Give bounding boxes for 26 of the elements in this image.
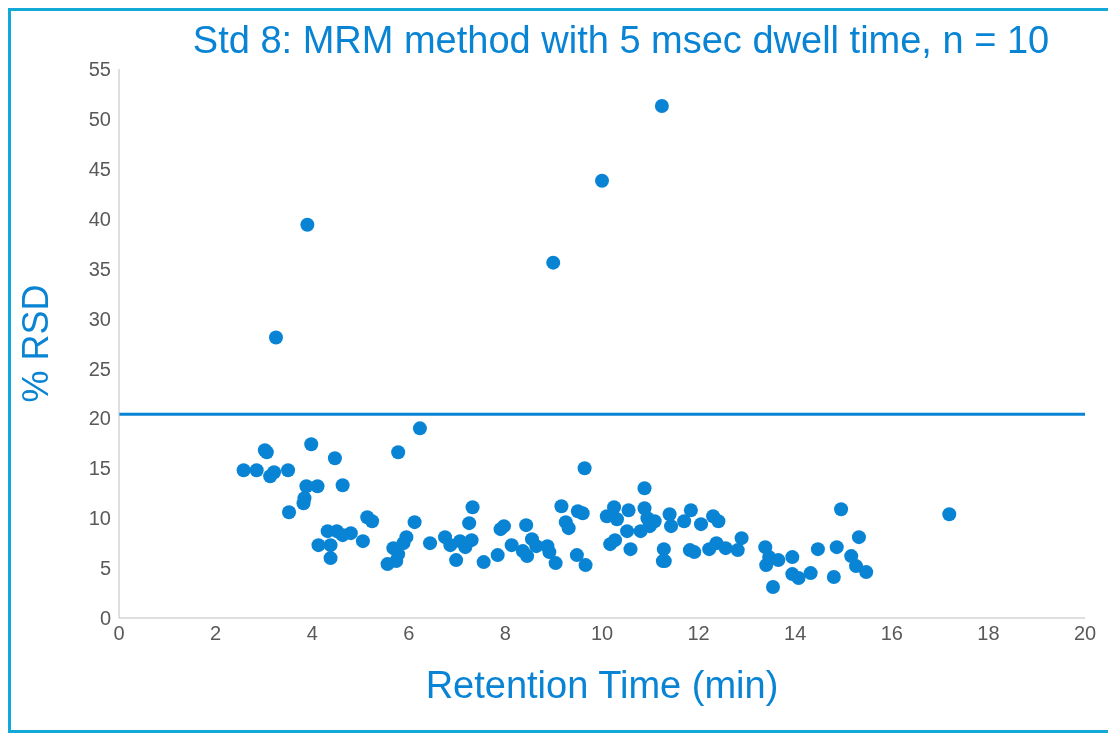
x-tick-label: 2	[210, 622, 222, 645]
x-tick-label: 14	[784, 622, 807, 645]
x-tick-label: 18	[977, 622, 1000, 645]
y-tick-label: 25	[88, 357, 111, 380]
x-axis-title: Retention Time (min)	[425, 664, 779, 706]
y-tick-label: 55	[88, 58, 111, 81]
y-tick-label: 30	[88, 307, 111, 330]
x-tick-label: 20	[1073, 622, 1097, 645]
y-tick-label: 40	[88, 207, 111, 230]
x-tick-label: 0	[113, 622, 125, 645]
y-tick-label: 50	[88, 108, 111, 131]
x-tick-label: 12	[687, 622, 710, 645]
y-tick-label: 10	[88, 507, 111, 530]
x-tick-label: 10	[590, 622, 614, 645]
y-axis-title: % RSD	[14, 284, 56, 403]
y-tick-label: 20	[88, 407, 111, 430]
x-tick-label: 4	[306, 622, 318, 645]
y-tick-label: 35	[88, 257, 111, 280]
x-tick-label: 6	[403, 622, 415, 645]
y-tick-label: 5	[99, 557, 111, 580]
y-tick-label: 45	[88, 157, 111, 180]
chart-title: Std 8: MRM method with 5 msec dwell time, n = 10	[191, 19, 1051, 62]
x-tick-label: 16	[880, 622, 903, 645]
x-tick-label: 8	[499, 622, 511, 645]
y-tick-label: 15	[88, 457, 111, 480]
y-tick-label: 0	[99, 607, 111, 630]
